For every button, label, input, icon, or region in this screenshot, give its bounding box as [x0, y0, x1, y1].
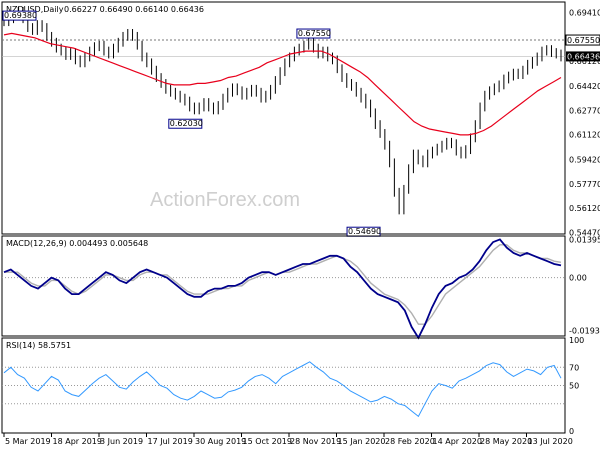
- y-tick-label: 0.66120: [569, 57, 600, 66]
- y-tick-label: 0.66436: [567, 52, 600, 61]
- annotation-box: [168, 118, 203, 129]
- y-tick-label: 0.00: [569, 274, 587, 283]
- x-tick-label: 15 Jan 2020: [338, 437, 386, 446]
- x-tick-label: 18 Apr 2019: [53, 437, 102, 446]
- x-tick-label: 3 Jun 2019: [100, 437, 143, 446]
- y-tick-label: 100: [569, 336, 584, 345]
- macd-y-axis: 0.013956 0.00 -0.019325: [569, 235, 600, 335]
- y-tick-label: 0.69410: [569, 9, 600, 18]
- price-panel: NZDUSD,Daily 0.66227 0.66490 0.66140 0.6…: [1, 1, 600, 237]
- y-tick-label: 0.61120: [569, 131, 600, 140]
- x-tick-label: 15 Oct 2019: [243, 437, 292, 446]
- x-tick-label: 14 Apr 2020: [433, 437, 482, 446]
- x-tick-label: 13 Jul 2020: [528, 437, 573, 446]
- y-tick-label: 0.67550: [567, 36, 600, 45]
- highlight-tag: [565, 34, 600, 46]
- moving-average-line: [3, 32, 562, 136]
- rsi-title: RSI(14) 58.5751: [6, 341, 71, 350]
- rsi-y-axis: 100 70 50 0: [569, 336, 584, 436]
- x-tick-label: 28 May 2020: [480, 437, 532, 446]
- rsi-series: [2, 361, 565, 418]
- annotation-label: 0.67550: [298, 29, 331, 38]
- y-tick-label: 0.62770: [569, 106, 600, 115]
- x-tick-label: 28 Feb 2020: [385, 437, 435, 446]
- rsi-panel: RSI(14) 58.5751 100 70 50 0: [1, 336, 584, 436]
- x-tick-label: 5 Mar 2019: [5, 437, 51, 446]
- y-tick-label: 0.54470: [569, 228, 600, 237]
- y-tick-label: 0.56120: [569, 204, 600, 213]
- x-tick-label: 30 Aug 2019: [195, 437, 246, 446]
- macd-series: [2, 238, 565, 340]
- price-ohlc: 0.66227 0.66490 0.66140 0.66436: [64, 5, 204, 14]
- annotation-box: [296, 28, 331, 39]
- x-tick-label: 28 Nov 2019: [290, 437, 341, 446]
- watermark: ActionForex.com: [150, 189, 300, 211]
- annotation-box: [2, 10, 37, 21]
- price-title: NZDUSD,Daily: [6, 5, 64, 14]
- y-tick-label: 0.59420: [569, 156, 600, 165]
- y-tick-label: 0: [569, 427, 574, 436]
- x-tick-label: 17 Jul 2019: [148, 437, 193, 446]
- price-series: [2, 6, 565, 215]
- macd-line: [3, 238, 562, 340]
- y-tick-label: 0.64420: [569, 82, 600, 91]
- current-price-tag: [566, 51, 600, 62]
- annotation-label: 0.69380: [4, 11, 37, 20]
- macd-panel: MACD(12,26,9) 0.004493 0.005648 0.013956…: [1, 235, 600, 340]
- macd-signal-line: [4, 244, 562, 325]
- rsi-line: [3, 361, 562, 418]
- y-tick-label: 0.013956: [569, 235, 600, 244]
- annotation-label: 0.54690: [348, 227, 381, 236]
- y-tick-label: 50: [569, 382, 579, 391]
- macd-title: MACD(12,26,9) 0.004493 0.005648: [6, 239, 148, 248]
- y-tick-label: 0.57770: [569, 180, 600, 189]
- y-tick-label: -0.019325: [569, 327, 600, 336]
- y-tick-label: 70: [569, 363, 579, 372]
- annotation-label: 0.62030: [170, 119, 203, 128]
